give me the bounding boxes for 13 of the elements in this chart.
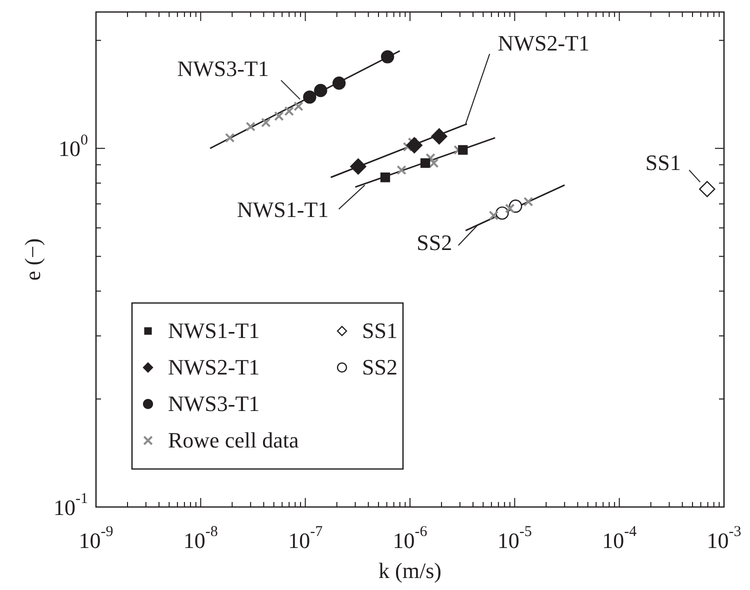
- legend-label: NWS3-T1: [168, 390, 260, 416]
- y-axis-title: e (−): [20, 238, 45, 281]
- legend-label: NWS2-T1: [168, 354, 260, 380]
- legend-label: SS1: [362, 318, 398, 343]
- annotation: NWS3-T1: [177, 56, 269, 82]
- legend-label: Rowe cell data: [168, 427, 299, 452]
- legend-label: SS2: [362, 354, 398, 380]
- x-axis-title: k (m/s): [378, 558, 442, 583]
- legend-label: NWS1-T1: [168, 318, 260, 343]
- annotation: NWS2-T1: [498, 30, 590, 56]
- annotation: SS1: [645, 150, 681, 175]
- annotation: SS2: [416, 230, 452, 256]
- annotation: NWS1-T1: [236, 196, 329, 222]
